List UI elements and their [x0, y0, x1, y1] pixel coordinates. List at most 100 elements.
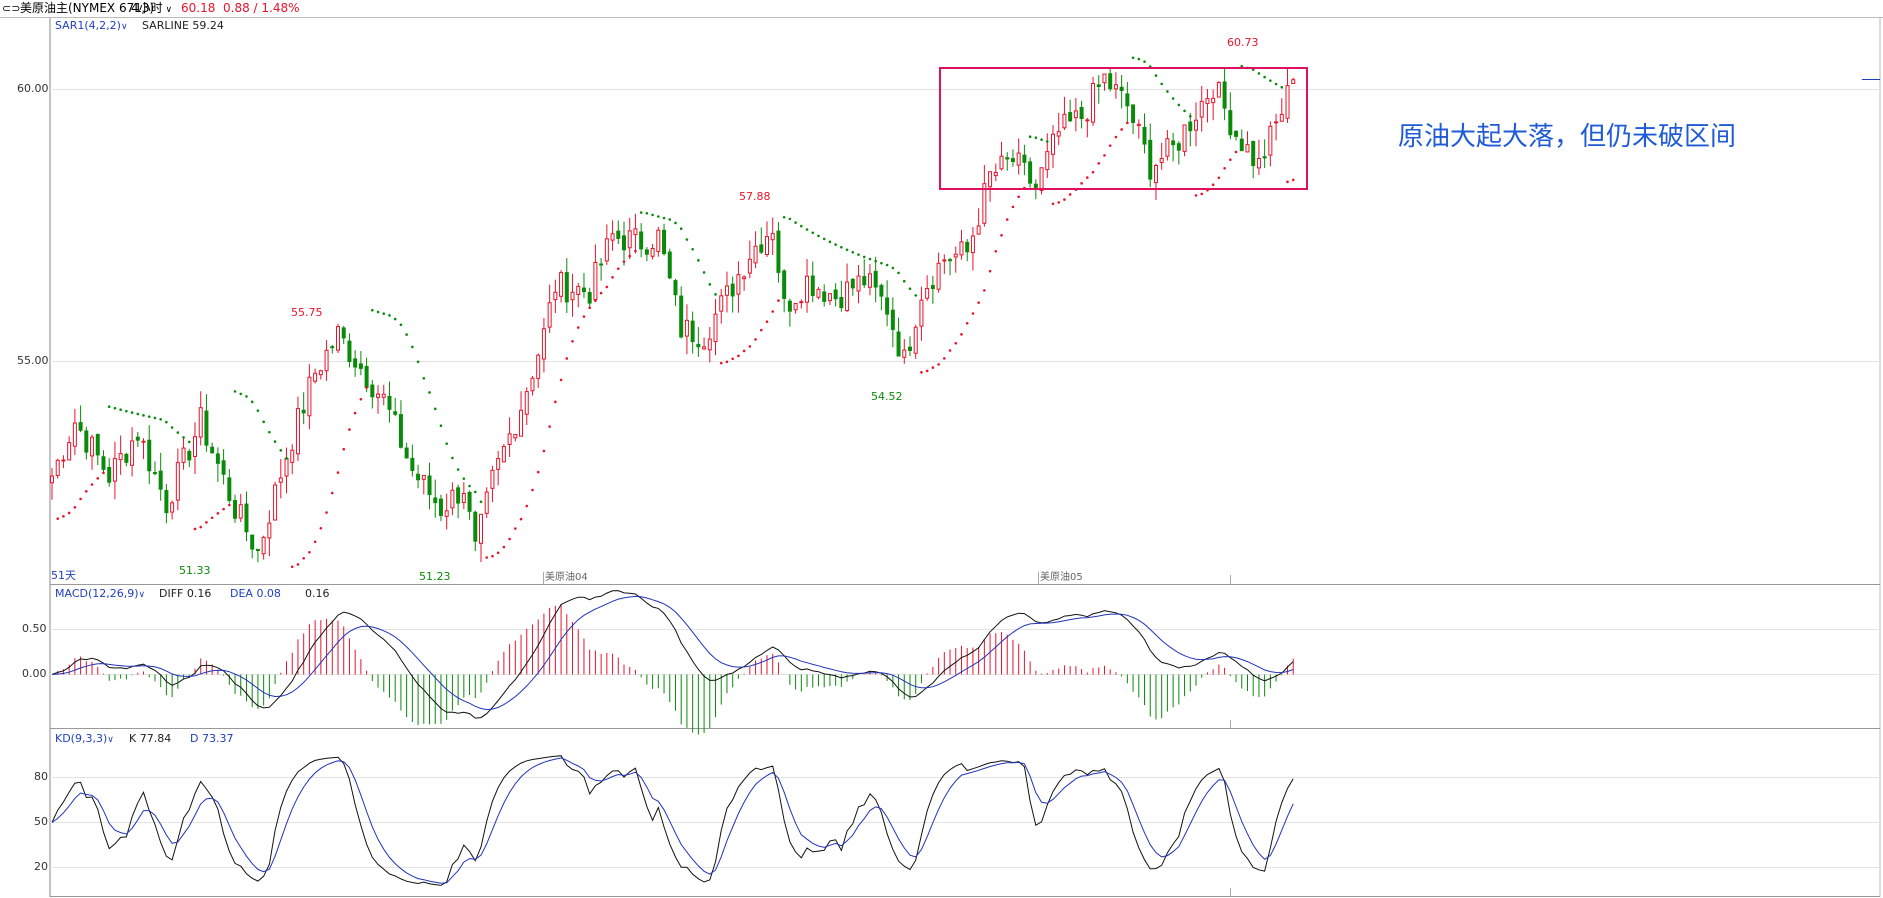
candle-body	[925, 287, 930, 299]
candle-body	[318, 370, 323, 376]
candle-body	[1268, 125, 1273, 156]
candle-body	[1108, 73, 1113, 90]
candle-body	[942, 259, 947, 262]
candle-body	[1062, 113, 1067, 129]
candle-body	[158, 470, 163, 490]
candle-body	[1142, 126, 1147, 145]
candle-body	[690, 320, 695, 342]
candle-body	[170, 502, 175, 513]
sar-dot	[908, 287, 912, 291]
candle-body	[107, 466, 112, 483]
candle-body	[656, 229, 661, 252]
candle-body	[198, 407, 203, 438]
sar-dot	[519, 517, 523, 521]
candle-body	[1091, 83, 1096, 123]
sar-dot	[73, 506, 77, 509]
sar-dot	[79, 497, 82, 501]
candle-body	[902, 349, 907, 358]
sar-dot	[1131, 56, 1135, 60]
sar-dot	[536, 470, 540, 474]
sar-dot	[599, 291, 603, 295]
session-label-05: 美原油05	[1040, 572, 1083, 583]
candle-body	[95, 433, 100, 456]
sar-dot	[502, 545, 506, 549]
candle-body	[953, 253, 958, 258]
symbol-name[interactable]: 美原油主(NYMEX 6713)	[20, 1, 155, 15]
sar-dot	[1263, 75, 1266, 79]
macd-dea-line	[51, 595, 1294, 711]
candle-body	[387, 395, 392, 410]
kd-k-value: K 77.84	[129, 732, 172, 745]
sar-indicator-selector[interactable]: SAR1(4,2,2)∨	[55, 19, 128, 34]
candle-body	[1068, 112, 1073, 122]
candle-body	[1039, 167, 1044, 191]
sar-dot	[451, 456, 454, 460]
sar-dot	[107, 405, 111, 409]
candle-body	[970, 235, 975, 254]
candle-body	[1182, 124, 1187, 152]
sar-dot	[508, 537, 511, 541]
sar-dot	[1137, 57, 1141, 61]
sar-dot	[657, 215, 660, 218]
sar-dot	[1091, 170, 1095, 174]
candle-body	[810, 275, 815, 297]
candle-body	[776, 230, 781, 273]
candle-body	[227, 477, 232, 501]
candle-body	[421, 474, 426, 480]
kd-indicator-selector[interactable]: KD(9,3,3)∨	[55, 732, 114, 747]
macd-indicator-selector[interactable]: MACD(12,26,9)∨	[55, 587, 145, 602]
price-label-high: 55.75	[291, 306, 323, 319]
candle-body	[50, 475, 54, 484]
candle-body	[1005, 157, 1010, 160]
sar-dot	[136, 412, 140, 416]
candle-body	[622, 235, 626, 251]
sar-dot	[468, 484, 471, 488]
candle-body	[438, 498, 443, 516]
link-icon[interactable]: ⊂⊃	[2, 2, 21, 15]
candle-body	[55, 459, 60, 476]
sar-dot	[777, 299, 780, 302]
candle-body	[936, 262, 941, 290]
candle-body	[948, 259, 953, 262]
candle-body	[599, 263, 604, 266]
sar-dot	[822, 237, 826, 241]
macd-diff-line	[51, 590, 1294, 719]
candle-body	[845, 281, 850, 312]
candle-body	[1051, 133, 1055, 155]
sar-dot	[228, 503, 231, 507]
candle-body	[1245, 144, 1250, 153]
macd-value: 0.16	[305, 587, 330, 600]
sar-dot	[954, 341, 958, 345]
sar-dot	[925, 369, 929, 373]
candle-body	[1079, 107, 1084, 119]
sar-dot	[67, 511, 71, 515]
sar-dot	[268, 430, 271, 434]
sar-dot	[943, 357, 946, 360]
sar-dot	[674, 221, 677, 225]
sar-dot	[880, 261, 883, 265]
candle-body	[1176, 143, 1181, 151]
macd-indicator-name: MACD(12,26,9)	[55, 587, 139, 600]
macd-histogram	[57, 604, 1294, 735]
sar-dot	[193, 527, 197, 531]
sar-dot	[702, 271, 706, 274]
candle-body	[124, 453, 129, 463]
sar-dot	[794, 221, 797, 224]
sar-dot	[902, 279, 906, 283]
kd-k-line	[51, 755, 1294, 886]
sar-dot	[411, 345, 414, 349]
sar-dot	[525, 504, 529, 508]
candle-body	[273, 484, 278, 521]
sar-dot	[897, 271, 900, 275]
candle-body	[461, 492, 466, 503]
sar-dot	[725, 360, 729, 364]
period-selector[interactable]: 4小时 ∨	[131, 0, 172, 19]
sar-dot	[788, 217, 792, 221]
sar-dot	[56, 517, 60, 520]
candle-body	[1016, 152, 1021, 166]
sar-dot	[965, 321, 969, 325]
candle-body	[1211, 97, 1216, 104]
sar-dot	[210, 516, 214, 520]
sar-dot	[250, 400, 254, 404]
